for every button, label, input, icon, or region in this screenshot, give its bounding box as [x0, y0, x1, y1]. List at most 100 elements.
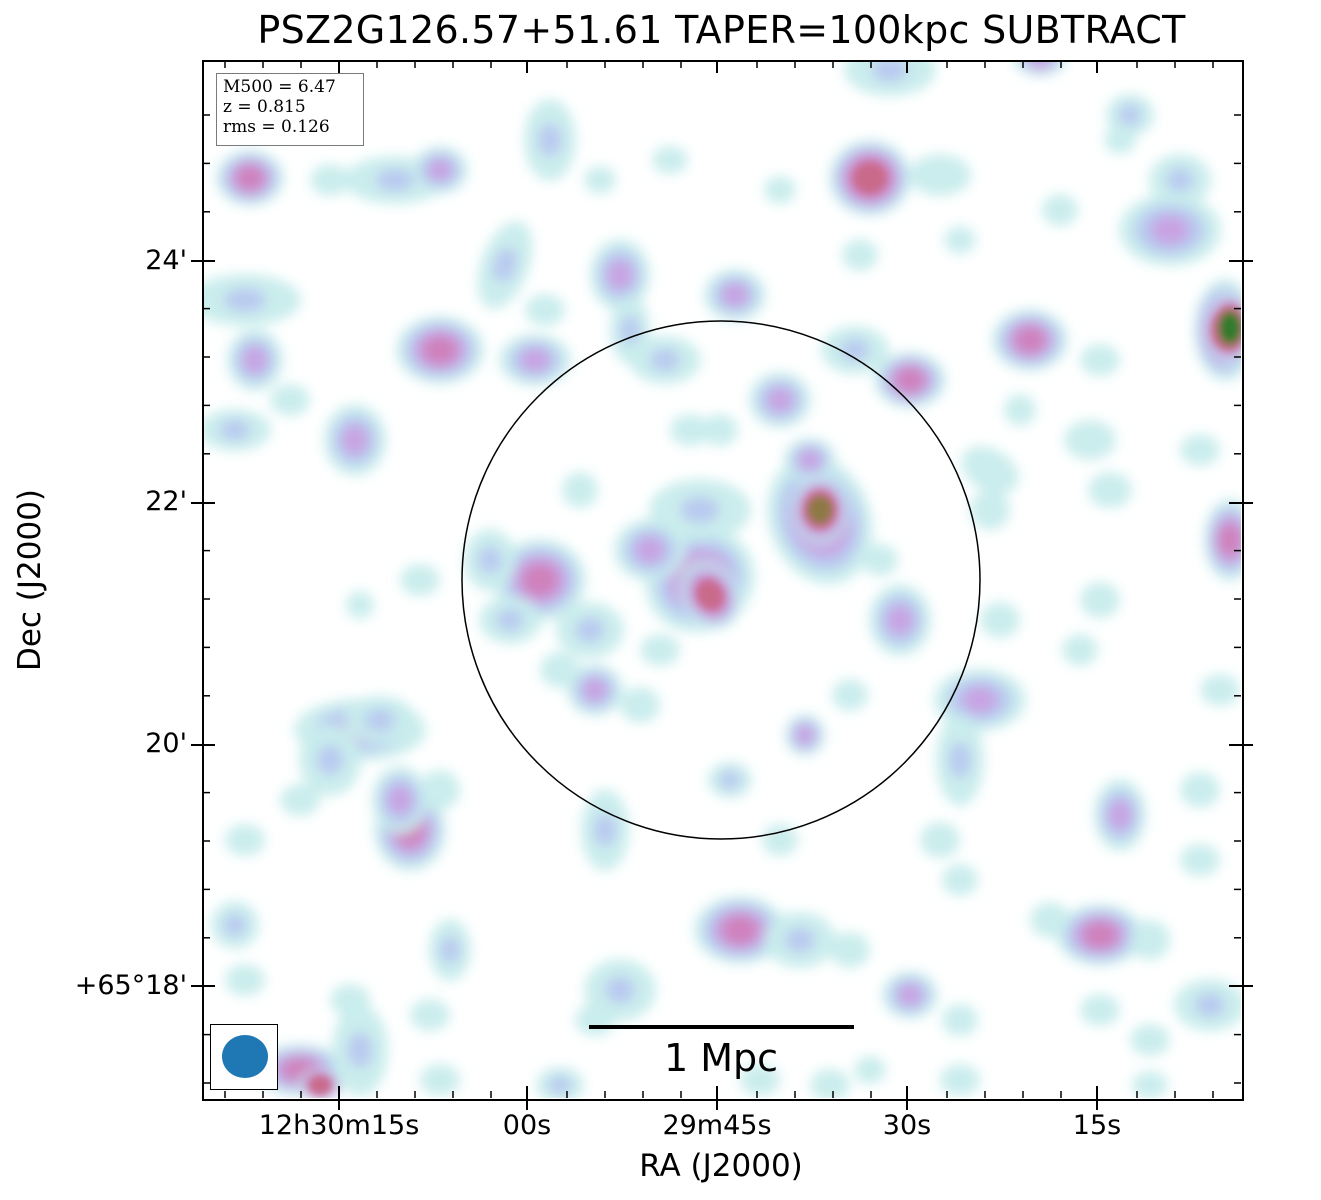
emission-blob: [1130, 920, 1170, 960]
emission-blob: [853, 162, 887, 194]
emission-blob: [680, 496, 720, 524]
emission-blob: [420, 770, 460, 810]
emission-blob: [1080, 582, 1120, 618]
emission-blob: [854, 1056, 886, 1084]
emission-blob: [810, 1069, 850, 1098]
emission-blob: [1219, 313, 1241, 343]
emission-blob: [575, 617, 605, 643]
emission-blob: [341, 425, 369, 455]
emission-blob: [840, 338, 870, 362]
emission-blob: [722, 915, 758, 945]
emission-blob: [1028, 61, 1052, 69]
emission-blob: [970, 490, 1010, 530]
emission-blob: [420, 1064, 460, 1096]
emission-blob: [1042, 194, 1078, 226]
emission-blob: [830, 932, 870, 968]
emission-blob: [520, 348, 550, 372]
emission-blob: [1104, 126, 1136, 154]
emission-blob: [1014, 326, 1046, 354]
emission-blob: [605, 976, 635, 1004]
rms-value: rms = 0.126: [223, 117, 330, 137]
emission-blob: [948, 742, 972, 778]
xtick-label: 00s: [502, 1110, 552, 1141]
emission-blob: [1166, 168, 1194, 192]
redshift-value: z = 0.815: [223, 97, 306, 117]
emission-blob: [492, 247, 518, 283]
emission-blob: [740, 1064, 780, 1096]
y-axis-label: Dec (J2000): [12, 488, 48, 672]
emission-blob: [365, 708, 395, 732]
emission-blob: [220, 419, 250, 441]
emission-blob: [538, 123, 562, 157]
emission-blob: [309, 1076, 331, 1094]
emission-blob: [702, 414, 738, 446]
emission-blob: [525, 294, 565, 326]
emission-blob: [1062, 634, 1098, 666]
emission-blob: [387, 785, 413, 815]
scale-bar: [589, 1025, 854, 1029]
emission-blob: [562, 472, 598, 508]
xtick-label: 12h30m15s: [258, 1110, 420, 1141]
emission-blob: [895, 367, 925, 393]
emission-blob: [944, 226, 976, 254]
emission-blob: [1180, 844, 1220, 876]
emission-blob: [920, 822, 960, 858]
emission-blob: [242, 346, 268, 374]
emission-blob: [225, 964, 265, 996]
emission-blob: [1150, 215, 1190, 245]
emission-blob: [942, 1004, 978, 1036]
m500-value: M500 = 6.47: [223, 77, 336, 97]
emission-blob: [872, 61, 908, 82]
emission-blob: [832, 679, 868, 711]
emission-blob: [785, 927, 815, 953]
emission-blob: [764, 176, 796, 204]
emission-blob: [522, 563, 558, 597]
emission-blob: [762, 824, 798, 856]
emission-blob: [1195, 993, 1225, 1017]
emission-blob: [842, 239, 878, 271]
emission-blob: [225, 824, 265, 856]
emission-blob: [940, 1064, 980, 1096]
emission-blob: [766, 387, 794, 413]
emission-blob: [619, 315, 641, 345]
emission-blob: [721, 283, 749, 307]
emission-blob: [962, 686, 998, 714]
xtick-label: 15s: [1072, 1110, 1122, 1141]
emission-blob: [886, 605, 914, 635]
emission-blob: [961, 446, 1019, 494]
radio-map-svg: [203, 61, 1241, 1098]
emission-blob: [798, 449, 822, 471]
emission-blob: [280, 784, 320, 816]
emission-blob: [1218, 523, 1241, 557]
x-axis-label: RA (J2000): [639, 1148, 803, 1184]
emission-blob: [400, 564, 440, 596]
emission-blob: [1130, 1024, 1170, 1056]
emission-blob: [235, 165, 265, 191]
xtick-label: 29m45s: [662, 1110, 772, 1141]
emission-blob: [635, 536, 665, 564]
info-box: M500 = 6.47 z = 0.815 rms = 0.126: [216, 73, 364, 146]
emission-blob: [1118, 104, 1142, 126]
emission-blob: [439, 936, 461, 964]
emission-blob: [548, 1075, 572, 1095]
emission-blob: [1200, 674, 1240, 706]
ytick-label: 20': [145, 728, 187, 759]
emission-blob: [909, 154, 971, 196]
emission-blob: [1030, 902, 1070, 938]
ytick-label: 22': [145, 486, 187, 517]
emission-blob: [606, 260, 634, 290]
emission-blob: [862, 544, 898, 576]
emission-blob: [540, 652, 580, 688]
emission-blob: [942, 864, 978, 896]
ytick-label: +65°18': [74, 970, 187, 1001]
emission-blob: [1080, 344, 1120, 376]
emission-blob: [807, 495, 833, 525]
emission-blob: [582, 678, 608, 702]
emission-blob: [593, 813, 617, 847]
xtick-label: 30s: [882, 1110, 932, 1141]
emission-blob: [1080, 994, 1120, 1026]
emission-blob: [346, 591, 374, 619]
emission-blob: [719, 770, 741, 790]
emission-blob: [696, 580, 724, 610]
emission-blob: [640, 634, 680, 666]
